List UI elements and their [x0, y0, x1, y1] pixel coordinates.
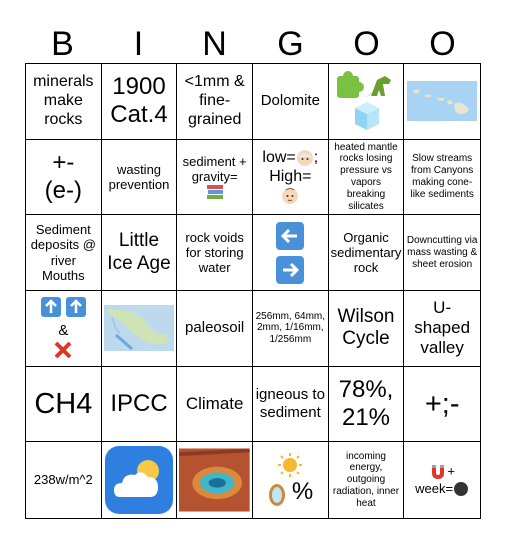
dinosaur-icon — [364, 76, 391, 99]
books-icon — [206, 185, 223, 200]
magnet-icon — [432, 464, 445, 479]
baby-face-icon — [282, 187, 299, 204]
cell-r2c2[interactable]: wasting prevention — [101, 139, 178, 216]
cell-r4c5[interactable]: Wilson Cycle — [328, 290, 405, 367]
cell-r6c4-percent: % — [291, 478, 314, 506]
cell-r4c4[interactable]: 256mm, 64mm, 2mm, 1/16mm, 1/256mm — [252, 290, 329, 367]
cell-r5c4[interactable]: igneous to sediment — [252, 366, 329, 443]
cell-r2c3-text: sediment + gravity= — [182, 153, 247, 184]
cell-r6c2[interactable] — [102, 442, 178, 518]
cell-r6c3[interactable] — [177, 442, 253, 518]
cell-r4c3[interactable]: paleosoil — [177, 290, 253, 367]
cell-r4c6[interactable]: U-shaped valley — [404, 291, 480, 367]
header-letter-g: G — [277, 25, 305, 63]
cell-r3c2[interactable]: Little Ice Age — [101, 215, 178, 291]
cell-r6c6-plus: + — [447, 463, 455, 479]
cross-mark-icon — [54, 341, 72, 359]
cell-r1c6[interactable] — [404, 64, 480, 140]
cell-r5c2[interactable]: IPCC — [101, 366, 178, 443]
cell-r1c2[interactable]: 1900 Cat.4 — [101, 64, 178, 140]
cell-r6c6[interactable]: + week= — [404, 442, 480, 518]
cell-r4c2[interactable] — [101, 290, 178, 367]
cell-r2c5[interactable]: heated mantle rocks losing pressure vs v… — [328, 139, 405, 216]
left-arrow-icon — [276, 221, 305, 250]
cell-r5c6[interactable]: +;- — [404, 367, 480, 443]
cell-r5c1[interactable]: CH4 — [26, 366, 102, 443]
header-letter-i: I — [133, 25, 145, 63]
cell-r2c4-sep: ; — [313, 149, 319, 167]
hawaii-islands-map — [407, 81, 478, 122]
puzzle-icon — [336, 71, 364, 99]
cell-r3c4[interactable] — [252, 215, 329, 291]
header-letter-o-2: O — [429, 25, 457, 63]
cell-r6c5[interactable]: incoming energy, outgoing radiation, inn… — [329, 442, 405, 518]
cell-r2c6[interactable]: Slow streams from Canyons making cone-li… — [404, 140, 480, 216]
cell-r5c5[interactable]: 78%, 21% — [328, 366, 405, 443]
cell-r2c4-line2: High= — [269, 168, 312, 186]
cell-r2c4-line1: low= — [262, 149, 296, 167]
up-arrow-icon — [41, 296, 62, 317]
cell-r2c3[interactable]: sediment + gravity= — [177, 139, 253, 216]
cell-r1c1[interactable]: minerals make rocks — [26, 64, 102, 140]
cell-r1c4[interactable]: Dolomite — [252, 64, 329, 140]
cell-r3c6[interactable]: Downcutting via mass wasting & sheet ero… — [404, 215, 480, 291]
cell-r3c3[interactable]: rock voids for storing water — [177, 215, 253, 291]
cell-r1c3[interactable]: <1mm & fine-grained — [177, 64, 253, 140]
cell-r2c4[interactable]: low=; High= — [252, 139, 329, 216]
mexico-map — [103, 305, 174, 352]
mirror-icon — [269, 484, 286, 507]
older-person-face-icon — [296, 150, 313, 166]
hot-spring-aerial-photo — [179, 448, 250, 512]
cell-r3c5[interactable]: Organic sedimentary rock — [328, 215, 405, 291]
ice-cube-icon — [354, 102, 379, 131]
up-arrow-icon-2 — [65, 296, 86, 317]
cell-r4c1-amp: & — [58, 322, 69, 340]
puzzle-dino-ice-image — [336, 71, 391, 131]
cell-r4c1[interactable]: & — [26, 290, 102, 367]
header-letter-n: N — [202, 25, 228, 63]
bingo-card: minerals make rocks 1900 Cat.4 <1mm & fi… — [25, 63, 481, 519]
sun-icon — [278, 453, 303, 478]
cell-r1c5[interactable] — [328, 64, 405, 140]
cell-r3c1[interactable]: Sediment deposits @ river Mouths — [26, 215, 102, 291]
cell-r6c4[interactable]: % — [253, 442, 329, 518]
cell-r2c1[interactable]: +- (e-) — [26, 139, 102, 216]
black-circle-icon — [454, 482, 469, 497]
weather-cloud-sun-icon — [104, 446, 173, 515]
cell-r2c1-top: +- — [52, 148, 75, 176]
cell-r6c1[interactable]: 238w/m^2 — [26, 442, 102, 518]
right-arrow-icon — [276, 255, 305, 284]
header-letter-b: B — [51, 25, 75, 63]
cell-r2c1-bottom: (e-) — [44, 176, 82, 204]
header-letter-o: O — [353, 25, 381, 63]
cell-r6c6-word: week= — [415, 480, 454, 496]
cell-r5c3[interactable]: Climate — [177, 366, 253, 443]
bingo-header: B I N G O O — [25, 24, 481, 64]
